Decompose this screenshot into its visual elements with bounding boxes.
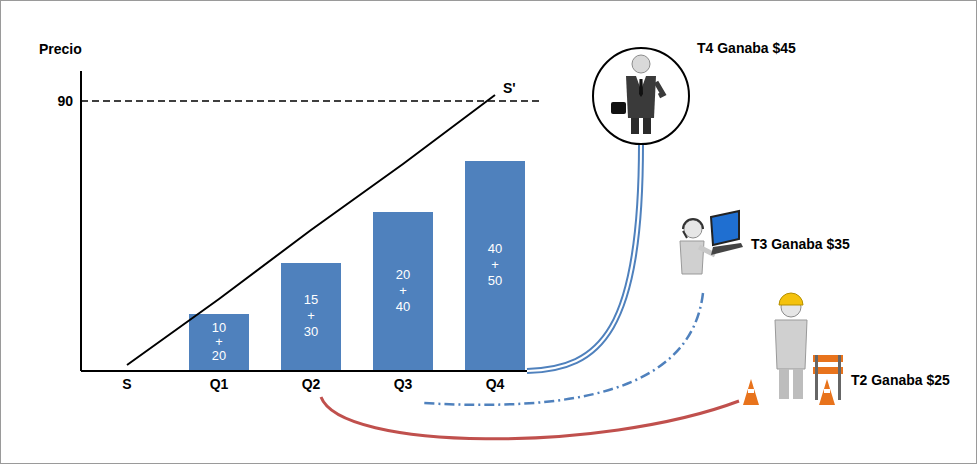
svg-text:T4 Ganaba $45: T4 Ganaba $45	[697, 40, 796, 56]
svg-text:10+20: 10+20	[212, 320, 226, 364]
svg-text:20+40: 20+40	[396, 267, 410, 314]
svg-text:T3 Ganaba $35: T3 Ganaba $35	[751, 236, 850, 252]
svg-text:Q4: Q4	[486, 376, 505, 392]
svg-text:S': S'	[503, 80, 516, 96]
svg-text:S: S	[122, 376, 131, 392]
svg-text:T2 Ganaba $25: T2 Ganaba $25	[851, 372, 950, 388]
svg-text:15+30: 15+30	[304, 292, 318, 339]
svg-text:40+50: 40+50	[488, 241, 502, 288]
svg-text:Q1: Q1	[210, 376, 229, 392]
svg-text:90: 90	[57, 93, 73, 109]
svg-text:Q2: Q2	[302, 376, 321, 392]
html-text:Precio: Precio	[39, 41, 82, 57]
svg-text:Q3: Q3	[394, 376, 413, 392]
